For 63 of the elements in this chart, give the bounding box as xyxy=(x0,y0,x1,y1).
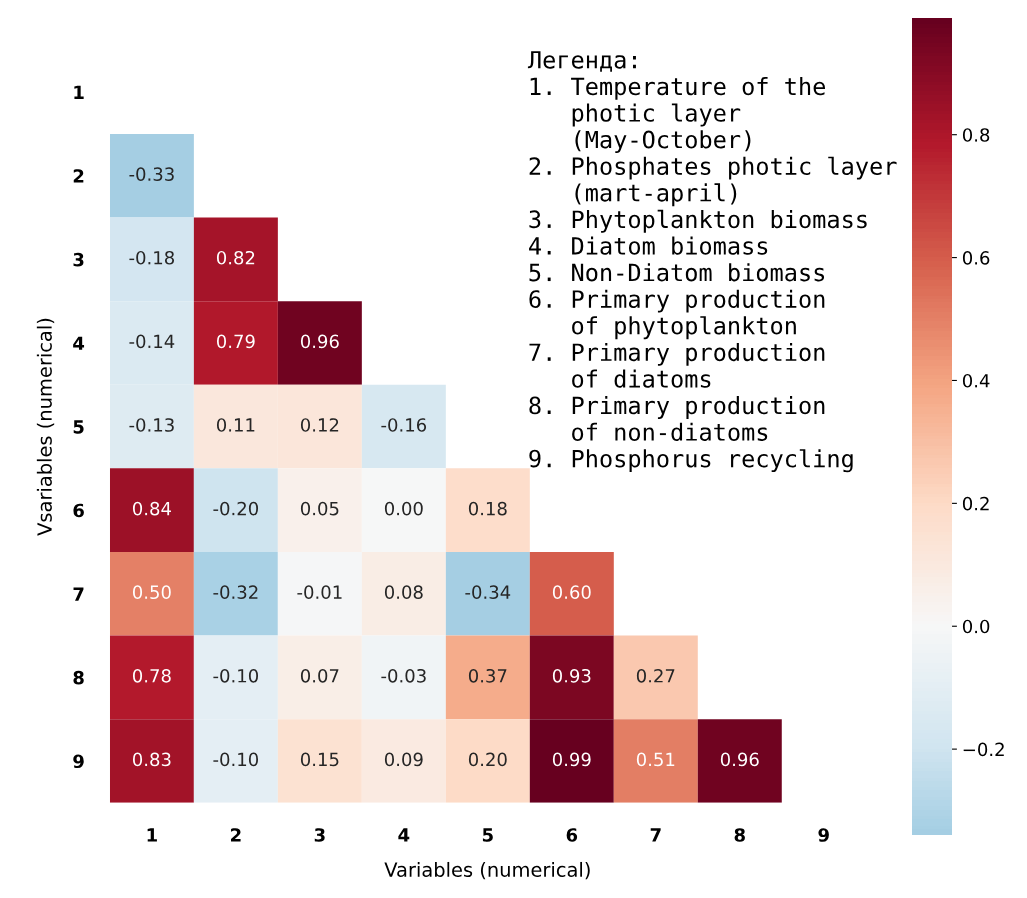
data-label: 0.20 xyxy=(468,752,507,767)
data-label: 0.00 xyxy=(384,501,423,516)
y-tick-label: 6 xyxy=(73,503,84,518)
y-tick-label: 1 xyxy=(74,85,84,99)
data-label: 0.09 xyxy=(384,752,423,767)
data-label: 0.93 xyxy=(552,668,591,683)
data-label: -0.14 xyxy=(129,334,175,349)
color-bar-label: 0.0 xyxy=(962,619,990,634)
data-label: 0.08 xyxy=(384,585,423,600)
data-label: -0.18 xyxy=(129,250,175,265)
data-label: -0.16 xyxy=(381,418,427,432)
y-tick-label: 8 xyxy=(73,670,84,685)
x-tick-label: 7 xyxy=(650,828,661,842)
data-label: -0.34 xyxy=(465,585,511,600)
data-label: 0.11 xyxy=(216,418,255,432)
data-label: 0.60 xyxy=(552,585,591,600)
x-tick-label: 2 xyxy=(231,828,241,842)
data-label: -0.10 xyxy=(213,752,259,767)
data-label: 0.18 xyxy=(468,501,507,516)
data-label: 0.82 xyxy=(216,250,255,265)
data-label: 0.51 xyxy=(636,752,675,767)
data-label: 0.79 xyxy=(216,334,255,349)
data-label: 0.96 xyxy=(300,334,339,349)
data-label: -0.20 xyxy=(213,501,259,516)
data-label: 0.07 xyxy=(300,668,339,683)
color-bar-label: 0.2 xyxy=(962,496,989,511)
data-label: 0.84 xyxy=(132,501,171,516)
data-label: -0.32 xyxy=(213,585,258,600)
data-label: 0.05 xyxy=(300,501,339,516)
data-label: 0.15 xyxy=(300,752,339,767)
data-label: 0.27 xyxy=(636,668,675,683)
x-tick-label: 9 xyxy=(818,828,829,842)
data-label: -0.33 xyxy=(129,167,174,181)
x-tick-label: 4 xyxy=(398,828,410,842)
data-label: -0.03 xyxy=(381,668,426,683)
text: Легенда: 1. Temperature of the photic layer (May-October) 2. Phosphates photic layer (mart-april) 3. Phytoplankton biomass 4. Diatom biomass 5. Non-Diatom biomass 6. Primary production of phytoplankton 7. Primary production of diatoms 8. Primary production of non-diatoms 9. Phosphorus recycling xyxy=(527,51,897,473)
x-tick-label: 8 xyxy=(734,828,745,842)
color-bar-label: 0.8 xyxy=(962,128,990,142)
y-tick-label: 3 xyxy=(73,252,84,267)
x-tick-label: 3 xyxy=(314,828,325,842)
y-tick-label: 9 xyxy=(73,754,84,769)
y-tick-label: 7 xyxy=(73,587,84,601)
data-label: 0.99 xyxy=(552,752,591,767)
data-label: -0.01 xyxy=(297,585,342,600)
x-axis-title: Variables (numerical) xyxy=(384,861,590,880)
y-tick-label: 2 xyxy=(73,169,84,183)
color-bar-label: −0.2 xyxy=(963,742,1004,757)
x-tick-label: 6 xyxy=(566,828,578,842)
data-label: 0.78 xyxy=(132,668,171,683)
color-bar-label: 0.4 xyxy=(962,373,990,388)
x-tick-label: 1 xyxy=(147,828,157,842)
data-label: 0.83 xyxy=(132,752,171,767)
color-bar-label: 0.6 xyxy=(962,251,990,265)
data-label: 0.37 xyxy=(468,668,507,683)
y-tick-label: 4 xyxy=(73,336,85,350)
data-label: 0.12 xyxy=(300,418,339,432)
y-tick-label: 5 xyxy=(73,420,84,434)
x-tick-label: 5 xyxy=(482,828,493,842)
data-label: -0.10 xyxy=(213,668,259,683)
y-axis-title: Vsariables (numerical) xyxy=(36,318,55,536)
data-label: 0.96 xyxy=(720,752,759,767)
data-label: -0.13 xyxy=(129,418,174,432)
data-label: 0.50 xyxy=(132,585,171,600)
